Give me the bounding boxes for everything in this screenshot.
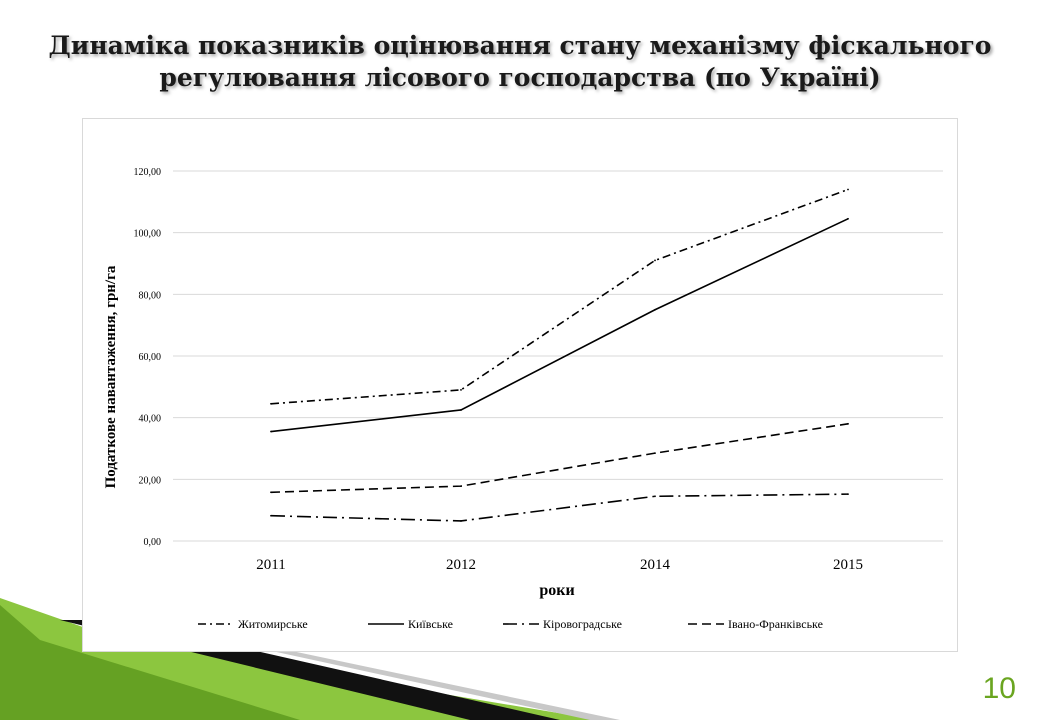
x-tick-label: 2011	[256, 557, 285, 573]
series-line-4	[270, 423, 849, 494]
x-axis-label: роки	[539, 582, 574, 599]
slide-title: Динаміка показників оцінювання стану мех…	[40, 30, 1000, 94]
data-point	[654, 495, 656, 498]
legend-label: Івано-Франківське	[728, 617, 823, 631]
line-chart: 0,00 20,00 40,00 60,00 80,00 100,00 120,00 201…	[103, 167, 943, 631]
y-tick-label: 60,00	[139, 352, 162, 363]
y-tick-label: 100,00	[134, 229, 162, 240]
y-tick-label: 120,00	[134, 167, 162, 178]
data-point	[847, 188, 849, 191]
series-lines	[270, 188, 849, 522]
data-point	[654, 308, 656, 311]
slide-title-line-2: регулювання лісового господарства (по Ук…	[159, 63, 881, 92]
x-tick-label: 2014	[640, 557, 671, 573]
legend-label: Київське	[408, 617, 453, 631]
grid-lines	[173, 170, 943, 542]
legend: Житомирське Київське Кіровоградське Івано-Ф…	[198, 617, 823, 631]
data-point	[270, 491, 272, 494]
legend-label: Кіровоградське	[543, 617, 622, 631]
y-tick-label: 40,00	[139, 414, 162, 425]
data-point	[460, 389, 462, 391]
y-tick-labels: 0,00 20,00 40,00 60,00 80,00 100,00 120,00	[134, 167, 162, 548]
data-point	[654, 452, 656, 455]
data-point	[847, 217, 849, 220]
data-point	[270, 402, 272, 405]
x-tick-labels: 2011 2012 2014 2015	[256, 557, 863, 573]
data-point	[847, 493, 849, 496]
series-line-2	[270, 218, 849, 433]
series-line-3	[270, 493, 849, 522]
page-number: 10	[982, 672, 1016, 705]
y-axis-label: Податкове навантаження, грн/га	[103, 265, 119, 488]
x-tick-label: 2012	[446, 557, 476, 573]
data-point	[460, 520, 462, 522]
y-tick-label: 0,00	[144, 537, 162, 548]
data-point	[270, 514, 272, 517]
y-tick-label: 80,00	[139, 290, 162, 301]
data-point	[847, 422, 849, 425]
data-point	[654, 259, 656, 262]
x-tick-label: 2015	[833, 557, 863, 573]
slide-title-line-1: Динаміка показників оцінювання стану мех…	[48, 31, 992, 60]
data-point	[460, 409, 462, 411]
data-point	[270, 430, 272, 433]
legend-label: Житомирське	[238, 617, 308, 631]
y-tick-label: 20,00	[139, 475, 162, 486]
data-point	[460, 485, 462, 488]
series-line-1	[270, 188, 849, 405]
chart-frame: 0,00 20,00 40,00 60,00 80,00 100,00 120,00 201…	[82, 118, 958, 652]
